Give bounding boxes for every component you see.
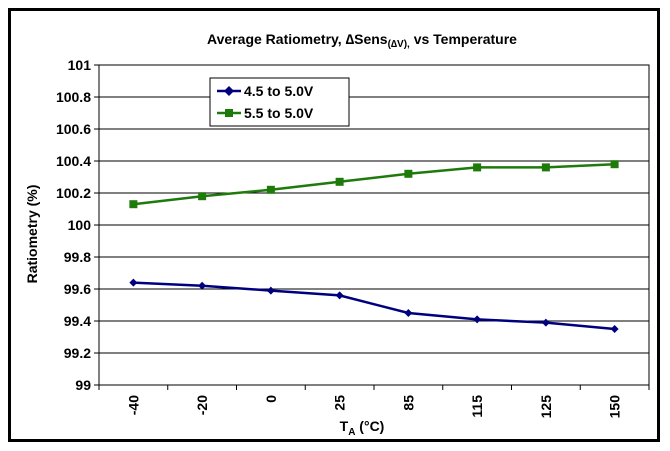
x-axis-label-main: T [340, 418, 349, 434]
x-axis-label: TA (°C) [340, 418, 385, 438]
data-point-square [404, 169, 413, 178]
y-tick-label: 100 [68, 217, 92, 233]
y-tick-label: 100.6 [56, 121, 91, 137]
data-point-diamond [266, 286, 275, 295]
legend-item-1: 4.5 to 5.0V [217, 83, 314, 99]
y-tick-label: 100.8 [56, 89, 91, 105]
y-tick-label: 100.4 [56, 153, 91, 169]
x-axis-ticks: -40 -20 0 25 85 115 125 150 [98, 385, 650, 419]
chart-frame: Average Ratiometry, ∆Sens(∆V), vs Temper… [8, 8, 660, 442]
x-tick-label: 150 [607, 395, 623, 419]
chart-title-prefix: Average Ratiometry, [207, 31, 346, 47]
x-tick-label: -20 [194, 395, 210, 415]
series-line-2 [133, 162, 615, 206]
data-point-diamond [198, 281, 207, 290]
legend-box [209, 77, 350, 127]
y-axis-label: Ratiometry (%) [24, 185, 40, 284]
y-axis-ticks: 99 99.2 99.4 99.6 99.8 100 100.2 100.4 100.6 100.… [56, 57, 99, 393]
x-tick-label: -40 [125, 395, 141, 415]
data-point-diamond [129, 278, 138, 287]
data-point-square [610, 160, 619, 169]
gridlines [99, 64, 649, 386]
x-axis-label-rest: (°C) [355, 418, 384, 434]
y-tick-label: 101 [68, 57, 92, 73]
data-point-diamond [541, 318, 550, 327]
x-tick-label: 0 [263, 395, 279, 403]
chart-title-symbol: ∆Sens [346, 31, 388, 47]
data-point-square [473, 163, 482, 172]
legend-marker-square [225, 109, 233, 117]
legend: 4.5 to 5.0V 5.5 to 5.0V [209, 77, 350, 127]
y-tick-label: 99.2 [64, 345, 91, 361]
data-point-diamond [335, 291, 344, 300]
data-point-square [541, 163, 550, 172]
chart-title: Average Ratiometry, ∆Sens(∆V), vs Temper… [207, 31, 517, 50]
y-tick-label: 99 [75, 377, 91, 393]
data-point-diamond [473, 315, 482, 324]
line-chart: Average Ratiometry, ∆Sens(∆V), vs Temper… [24, 31, 650, 438]
y-tick-label: 99.8 [64, 249, 91, 265]
x-tick-label: 85 [400, 395, 416, 411]
data-point-diamond [610, 325, 619, 333]
legend-label-1: 4.5 to 5.0V [244, 83, 314, 99]
y-tick-label: 100.2 [56, 185, 91, 201]
x-tick-label: 125 [538, 395, 554, 419]
x-axis-label-sub: A [348, 427, 355, 438]
legend-item-2: 5.5 to 5.0V [217, 105, 314, 121]
data-point-square [266, 185, 275, 194]
series-layer [129, 160, 619, 333]
chart-title-suffix: vs Temperature [410, 31, 517, 47]
y-tick-label: 99.6 [64, 281, 91, 297]
chart-title-sub: (∆V), [388, 39, 410, 50]
data-point-square [198, 192, 207, 201]
x-tick-label: 115 [469, 395, 485, 418]
legend-label-2: 5.5 to 5.0V [244, 105, 314, 121]
data-point-diamond [404, 309, 413, 317]
x-tick-label: 25 [332, 395, 348, 411]
data-point-square [335, 177, 344, 186]
legend-marker-diamond [224, 86, 234, 96]
data-point-square [129, 200, 138, 209]
y-tick-label: 99.4 [64, 313, 91, 329]
series-line-1 [133, 281, 615, 331]
